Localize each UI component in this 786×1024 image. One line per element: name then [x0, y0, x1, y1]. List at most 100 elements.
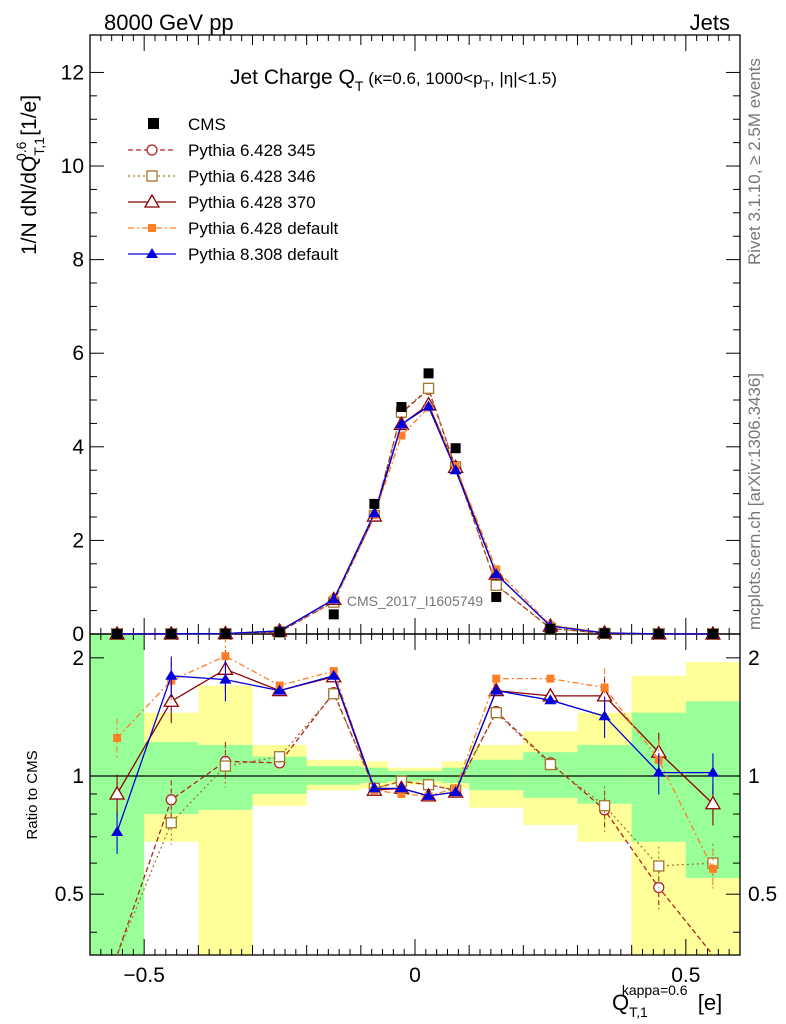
- ratio-ytick-label: 1: [72, 765, 84, 788]
- ratio-ytick-label-right: 2: [748, 647, 760, 670]
- series-1-main-point: [422, 382, 435, 394]
- series-4-ratio-point: [327, 669, 340, 680]
- series-2-ratio-point: [108, 785, 126, 800]
- series-4-ratio-point: [598, 710, 611, 721]
- chart-title: Jet Charge QT (κ=0.6, 1000<pT, |η|<1.5): [230, 66, 557, 94]
- series-1-ratio-point: [328, 688, 340, 700]
- series-4-ratio-point: [273, 684, 286, 695]
- cms-data-point: [328, 609, 339, 620]
- rivet-version-label: Rivet 3.1.10, ≥ 2.5M events: [745, 58, 764, 265]
- cms-data-point: [545, 623, 556, 634]
- series-4-ratio-point: [422, 789, 435, 800]
- cms-data-point: [423, 368, 434, 379]
- ratio-ytick-label: 2: [72, 647, 84, 670]
- main-ytick-label: 10: [61, 155, 84, 178]
- series-1-ratio-point: [490, 707, 502, 719]
- series-2-ratio-point: [704, 795, 722, 810]
- series-3-ratio-point: [113, 733, 122, 742]
- cms-data-point: [112, 628, 123, 639]
- cms-data-point: [166, 628, 177, 639]
- series-4-ratio-point: [490, 684, 503, 695]
- ratio-ylabel: Ratio to CMS: [24, 750, 41, 839]
- x-axis-label: QT,1kappa=0.6 [e]: [612, 982, 722, 1020]
- legend-label: Pythia 6.428 346: [188, 167, 316, 186]
- series-3-ratio-point: [546, 674, 555, 683]
- main-ytick-label: 0: [72, 623, 84, 646]
- series-4-ratio-point: [706, 766, 719, 777]
- cms-data-point: [707, 628, 718, 639]
- legend-marker: [148, 224, 156, 232]
- series-4-main-point: [368, 507, 381, 518]
- series-3-ratio-point: [221, 652, 230, 661]
- series-1-ratio-point: [544, 758, 557, 771]
- series-1-ratio-point: [653, 860, 665, 872]
- series-4-ratio-point: [368, 782, 381, 793]
- cms-data-point: [491, 592, 502, 603]
- main-ylabel: 1/N dN/dQT,10.6 [1/e]: [13, 95, 47, 255]
- main-axis-ticks: 0 2 4 6 8 10 12: [61, 34, 741, 646]
- legend-marker: [143, 193, 161, 208]
- series-4-main-point: [449, 464, 462, 475]
- series-4-ratio-point: [395, 782, 408, 793]
- cms-data-point: [369, 498, 380, 509]
- band-inner: [442, 767, 470, 783]
- legend-marker: [146, 170, 158, 182]
- band-outer: [198, 685, 253, 955]
- series-4-main-point: [422, 400, 435, 411]
- series-1-ratio-point: [273, 751, 286, 763]
- legend-label: Pythia 6.428 345: [188, 141, 316, 160]
- series-2-ratio-point: [163, 692, 180, 707]
- xtick-label: 0: [409, 964, 421, 987]
- series-1-ratio-point: [598, 800, 611, 812]
- main-ytick-label: 4: [72, 436, 84, 459]
- legend-label: Pythia 6.428 default: [188, 219, 339, 238]
- cms-data-point: [450, 443, 461, 454]
- process-label: Jets: [690, 10, 730, 35]
- series-1-ratio-point: [219, 760, 232, 772]
- cms-data-point: [653, 628, 664, 639]
- series-4-ratio-line: [116, 675, 713, 833]
- main-ytick-label: 12: [61, 61, 84, 84]
- legend-label: Pythia 6.428 370: [188, 193, 316, 212]
- series-3-ratio-point: [600, 683, 609, 692]
- series-1-ratio-line: [116, 692, 713, 956]
- xtick-label: 0.5: [671, 964, 700, 987]
- series-4-ratio-point: [652, 766, 665, 777]
- beam-label: 8000 GeV pp: [104, 10, 234, 35]
- main-ytick-label: 2: [72, 529, 84, 552]
- series-3-main-point: [397, 431, 406, 440]
- series-curves: [108, 368, 722, 956]
- analysis-watermark: CMS_2017_I1605749: [347, 593, 483, 609]
- series-4-main-line: [117, 405, 713, 635]
- main-ytick-label: 6: [72, 342, 84, 365]
- series-0-ratio-point: [165, 794, 177, 806]
- series-1-main-line: [117, 387, 713, 635]
- legend-cms-marker: [148, 118, 159, 129]
- series-4-ratio-point: [544, 694, 557, 705]
- ratio-ytick-label-right: 1: [748, 765, 760, 788]
- band-inner: [360, 767, 388, 783]
- series-4-main-point: [490, 568, 503, 579]
- series-4-ratio-point: [111, 826, 124, 837]
- mcplots-label: mcplots.cern.ch [arXiv:1306.3436]: [745, 373, 764, 630]
- legend-label: Pythia 8.308 default: [188, 245, 339, 264]
- main-ytick-label: 8: [72, 249, 84, 272]
- series-4-main-point: [395, 418, 408, 429]
- series-4-ratio-point: [449, 786, 462, 797]
- legend-label: CMS: [188, 115, 226, 134]
- series-0-main-line: [117, 388, 713, 635]
- series-4-ratio-point: [219, 673, 232, 684]
- series-3-ratio-line: [116, 655, 714, 870]
- legend: CMS Pythia 6.428 345 Pythia 6.428 346 Pythi…: [128, 115, 339, 264]
- legend-marker: [146, 144, 158, 156]
- band-inner: [469, 759, 524, 791]
- legend-marker: [146, 248, 158, 258]
- series-3-ratio-point: [397, 789, 406, 798]
- ratio-ytick-label: 0.5: [55, 883, 84, 906]
- series-1-ratio-point: [165, 817, 177, 829]
- series-4-main-point: [327, 593, 340, 604]
- cms-data-point: [599, 628, 610, 639]
- xtick-label: −0.5: [123, 964, 164, 987]
- series-3-ratio-point: [492, 674, 501, 683]
